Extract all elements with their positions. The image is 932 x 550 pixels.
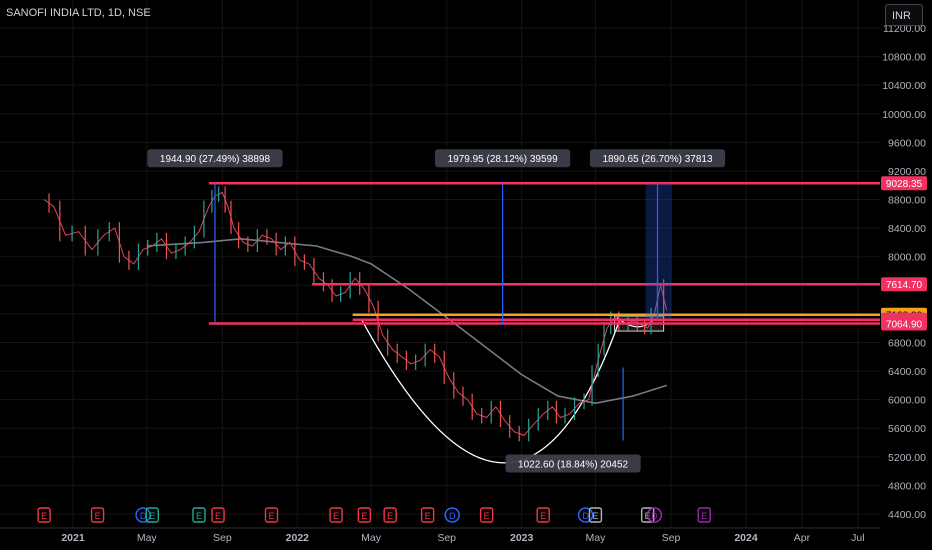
x-tick-label: May <box>137 532 158 544</box>
event-marker-label: E <box>540 511 546 521</box>
x-tick-label: May <box>361 532 382 544</box>
event-marker-label: E <box>196 511 202 521</box>
x-tick-label: Apr <box>794 532 811 544</box>
horizontal-levels-layer[interactable] <box>208 181 880 325</box>
event-marker-label: E <box>333 511 339 521</box>
measurements-layer[interactable]: 1944.90 (27.49%) 38898 1979.95 (28.12%) 3… <box>147 149 726 473</box>
event-marker-label: E <box>425 511 431 521</box>
event-marker-label: E <box>95 511 101 521</box>
x-tick-label: Jul <box>851 532 864 544</box>
y-tick-label: 10400.00 <box>882 80 926 92</box>
y-axis[interactable]: 11200.00 10800.00 10400.00 10000.00 9600.00 9… <box>882 23 926 521</box>
y-tick-label: 4400.00 <box>888 509 926 521</box>
earnings-marker <box>697 507 711 523</box>
event-marker-label: E <box>387 511 393 521</box>
moving-average-line <box>146 238 667 405</box>
y-tick-label: 5600.00 <box>888 423 926 435</box>
x-tick-label: Sep <box>662 532 681 544</box>
measurement-label-box <box>505 454 641 473</box>
earnings-marker <box>536 507 550 523</box>
earnings-marker <box>192 507 206 523</box>
earnings-marker <box>329 507 343 523</box>
event-marker-label: E <box>149 511 155 521</box>
measurement-label-box <box>435 149 571 168</box>
level-price-label: 9028.35 <box>886 179 923 190</box>
y-tick-label: 5200.00 <box>888 452 926 464</box>
event-marker-label: D <box>651 511 658 521</box>
earnings-marker <box>37 507 51 523</box>
cup-curve <box>360 318 621 464</box>
measurement-label: 1890.65 (26.70%) 37813 <box>602 154 713 165</box>
currency-selector[interactable]: INR <box>885 4 923 26</box>
dividend-marker <box>444 507 460 523</box>
event-marker-label: E <box>701 511 707 521</box>
event-marker-label: E <box>592 511 598 521</box>
y-tick-label: 8400.00 <box>888 223 926 235</box>
y-tick-label: 10800.00 <box>882 52 926 64</box>
measurement-label: 1979.95 (28.12%) 39599 <box>448 154 559 165</box>
chart-grid <box>0 0 880 528</box>
event-marker-label: D <box>449 511 456 521</box>
event-marker-label: E <box>41 511 47 521</box>
earnings-marker <box>420 507 435 523</box>
earnings-marker <box>211 507 225 523</box>
event-marker-label: D <box>140 511 147 521</box>
x-tick-label: 2024 <box>734 532 758 544</box>
measurement-label-box <box>589 149 726 168</box>
event-marker-label: E <box>269 511 275 521</box>
measurement-range-fill <box>645 183 672 319</box>
y-tick-label: 8800.00 <box>888 195 926 207</box>
x-axis[interactable]: 2021 May Sep 2022 May Sep 2023 May Sep 2024 Apr Jul <box>0 527 880 544</box>
earnings-marker <box>640 507 655 523</box>
x-tick-label: Sep <box>213 532 232 544</box>
chart-title: SANOFI INDIA LTD, 1D, NSE <box>6 7 151 19</box>
x-tick-label: May <box>585 532 606 544</box>
event-marker-label: E <box>361 511 367 521</box>
earnings-marker <box>264 507 279 523</box>
measurement-label: 1022.60 (18.84%) 20452 <box>518 460 629 471</box>
measurement-label-box <box>147 149 283 168</box>
level-price-tag <box>881 277 927 292</box>
level-price-tag <box>881 176 927 191</box>
cup-drawing-layer <box>360 315 665 464</box>
y-tick-label: 9200.00 <box>888 166 926 178</box>
event-marker-label: D <box>582 511 589 521</box>
y-tick-label: 6800.00 <box>888 337 926 349</box>
y-tick-label: 4800.00 <box>888 480 926 492</box>
earnings-marker <box>145 507 159 523</box>
x-tick-label: 2023 <box>510 532 534 544</box>
earnings-marker <box>588 507 603 523</box>
y-tick-label: 6400.00 <box>888 366 926 378</box>
measurement-label: 1944.90 (27.49%) 38898 <box>160 154 271 165</box>
y-tick-label: 10000.00 <box>882 109 926 121</box>
y-tick-label: 6000.00 <box>888 395 926 407</box>
dividend-marker <box>577 507 594 523</box>
y-tick-label: 11200.00 <box>883 23 926 35</box>
level-price-label: 7614.70 <box>886 280 923 291</box>
event-marker-label: E <box>484 511 490 521</box>
y-tick-label: 8000.00 <box>888 252 926 264</box>
earnings-marker <box>479 507 494 523</box>
x-tick-label: 2022 <box>286 532 310 544</box>
moving-average-layer <box>146 238 667 405</box>
dividend-marker <box>135 507 151 523</box>
x-tick-label: 2021 <box>61 532 85 544</box>
event-marker-label: E <box>215 511 221 521</box>
earnings-marker <box>383 507 397 523</box>
level-price-tag <box>881 316 927 331</box>
y-tick-label: 9600.00 <box>888 137 926 149</box>
earnings-marker <box>90 507 105 523</box>
level-price-label: 7064.90 <box>886 320 923 331</box>
earnings-marker <box>357 507 372 523</box>
x-tick-label: Sep <box>437 532 456 544</box>
dividend-marker <box>646 507 663 523</box>
